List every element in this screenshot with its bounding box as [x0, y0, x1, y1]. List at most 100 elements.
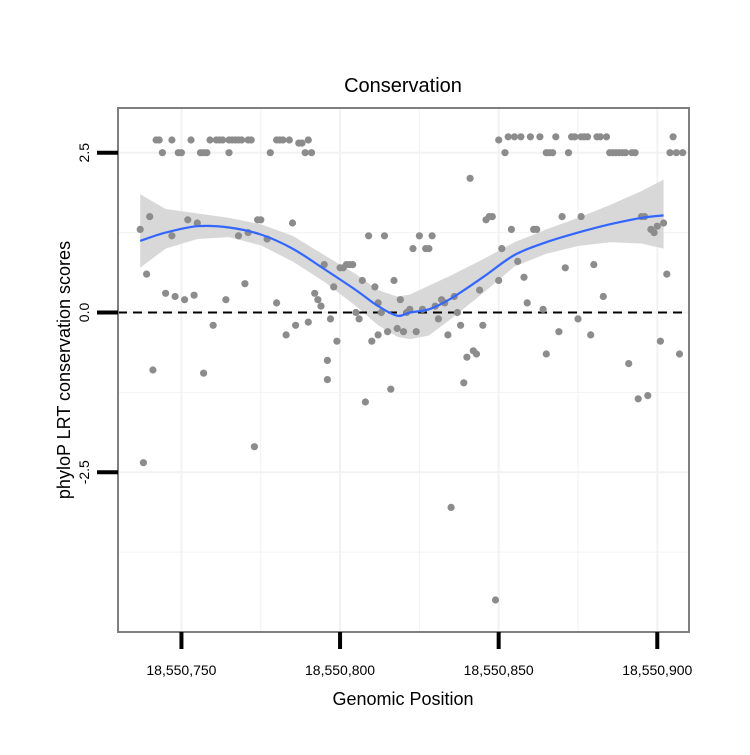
data-point — [171, 292, 179, 301]
data-point — [323, 356, 331, 364]
data-point — [311, 289, 319, 297]
data-point — [146, 213, 154, 221]
data-point — [238, 136, 246, 144]
data-point — [533, 225, 541, 233]
data-point — [168, 232, 176, 240]
y-tick-label: 0.0 — [76, 303, 92, 323]
data-point — [143, 270, 151, 278]
confidence-ribbon — [140, 179, 664, 340]
data-point — [599, 292, 607, 301]
data-point — [466, 174, 474, 182]
data-point — [514, 257, 522, 265]
x-tick-label: 18,550,750 — [146, 662, 216, 678]
data-point — [457, 321, 465, 329]
data-point — [526, 133, 535, 141]
data-point — [203, 149, 211, 157]
data-point — [209, 321, 217, 329]
data-point — [247, 136, 255, 144]
data-point — [390, 276, 398, 285]
data-point — [660, 219, 668, 227]
data-point — [365, 232, 373, 240]
data-point — [330, 283, 338, 291]
smooth-trend-line — [139, 214, 664, 317]
data-point — [453, 308, 461, 317]
data-point — [577, 213, 585, 221]
data-point — [139, 459, 147, 467]
data-point — [399, 328, 408, 336]
data-point — [460, 379, 468, 387]
data-point — [539, 305, 547, 313]
data-point — [301, 149, 309, 157]
data-point — [510, 133, 519, 141]
data-point — [507, 225, 515, 233]
data-point — [155, 136, 163, 144]
data-point — [184, 216, 192, 224]
data-point — [314, 296, 322, 304]
data-point — [384, 328, 392, 336]
data-point — [495, 276, 503, 285]
data-point — [679, 149, 687, 157]
panel-border — [117, 107, 690, 633]
data-point — [444, 331, 452, 339]
x-tick-label: 18,550,850 — [464, 662, 534, 678]
y-tick-label: -2.5 — [76, 460, 92, 484]
data-point — [574, 315, 582, 323]
data-point — [288, 219, 297, 227]
data-point — [552, 133, 560, 141]
data-point — [669, 133, 677, 141]
data-point — [323, 376, 331, 384]
confidence-ribbon-layer — [140, 179, 664, 340]
data-point — [558, 213, 566, 221]
data-point — [307, 149, 316, 157]
data-point — [257, 216, 265, 224]
data-point — [193, 219, 201, 227]
data-point — [447, 503, 455, 511]
data-point — [273, 299, 281, 307]
data-point — [476, 286, 484, 294]
data-point — [498, 245, 506, 253]
data-point — [200, 369, 208, 377]
data-point — [491, 596, 500, 604]
y-axis-label: phyloP LRT conservation scores — [54, 241, 74, 499]
data-point — [279, 136, 287, 144]
data-point — [622, 149, 630, 157]
data-point — [644, 392, 652, 400]
data-point — [425, 245, 433, 253]
data-point — [298, 139, 306, 147]
data-point — [488, 213, 496, 221]
data-point — [555, 328, 563, 336]
data-point — [358, 276, 366, 285]
data-point — [352, 308, 360, 317]
data-point — [266, 149, 274, 157]
data-point — [158, 149, 166, 157]
data-point — [409, 245, 417, 253]
data-point — [234, 232, 243, 240]
y-tick-label: 2.5 — [76, 143, 92, 163]
data-point — [250, 443, 258, 451]
data-point — [666, 149, 674, 157]
data-point — [663, 270, 671, 278]
data-point — [625, 360, 633, 368]
data-point — [479, 321, 487, 329]
data-point — [380, 232, 389, 240]
data-point — [393, 324, 401, 333]
data-point — [501, 149, 509, 157]
data-point — [177, 149, 185, 157]
data-point — [206, 136, 214, 144]
data-point — [412, 328, 420, 336]
data-point — [561, 264, 569, 272]
data-point — [285, 136, 293, 144]
data-point — [222, 296, 230, 304]
data-point — [219, 136, 227, 144]
x-axis-ticks: 18,550,750 18,550,800 18,550,850 18,550,900 — [146, 632, 693, 678]
data-point — [181, 296, 189, 304]
data-point — [304, 318, 312, 326]
data-point — [463, 353, 471, 361]
data-point — [472, 350, 481, 358]
data-point — [371, 283, 379, 291]
data-point — [320, 261, 328, 269]
data-point — [190, 291, 198, 299]
data-point — [282, 331, 290, 339]
